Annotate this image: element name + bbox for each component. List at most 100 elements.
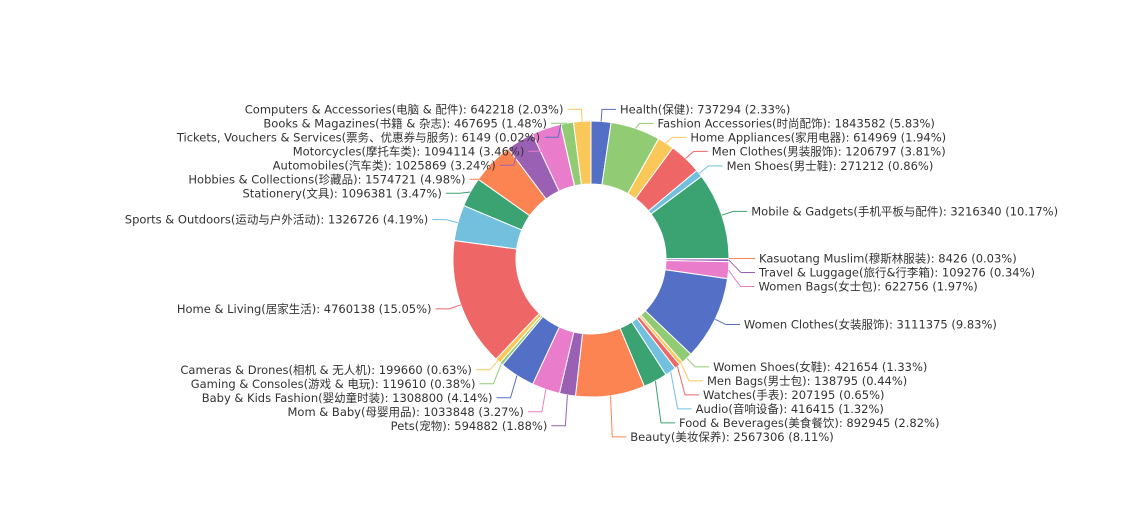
data-label: Women Clothes(女装服饰): 3111375 (9.83%) <box>744 317 997 331</box>
value-label: : 1033848 (3.27%) <box>416 404 524 418</box>
data-label: Men Clothes(男装服饰): 1206797 (3.81%) <box>712 144 946 158</box>
value-label: : 737294 (2.33%) <box>690 102 791 116</box>
category-name: Men Clothes(男装服饰) <box>712 144 838 158</box>
data-label: Gaming & Consoles(游戏 & 电玩): 119610 (0.38… <box>191 376 476 390</box>
data-label: Health(保健): 737294 (2.33%) <box>620 102 790 116</box>
category-name: Home Appliances(家用电器) <box>690 130 845 144</box>
category-name: Watches(手表) <box>703 387 784 401</box>
category-name: Automobiles(汽车类) <box>273 158 388 172</box>
value-label: : 207195 (0.65%) <box>784 387 885 401</box>
data-label: Mobile & Gadgets(手机平板与配件): 3216340 (10.1… <box>751 204 1058 218</box>
leader-line <box>722 211 747 215</box>
value-label: : 1206797 (3.81%) <box>838 144 946 158</box>
value-label: : 138795 (0.44%) <box>807 373 908 387</box>
category-name: Gaming & Consoles(游戏 & 电玩) <box>191 376 375 390</box>
data-label: Home Appliances(家用电器): 614969 (1.94%) <box>690 130 946 144</box>
data-label: Beauty(美妆保养): 2567306 (8.11%) <box>630 429 834 443</box>
category-name: Kasuotang Muslim(穆斯林服装) <box>759 251 931 265</box>
value-label: : 4760138 (15.05%) <box>316 301 431 315</box>
category-name: Men Shoes(男士鞋) <box>727 158 833 172</box>
leader-line <box>687 358 709 367</box>
category-name: Fashion Accessories(时尚配饰) <box>658 116 827 130</box>
category-name: Women Shoes(女鞋) <box>713 359 827 373</box>
leader-line <box>446 192 470 193</box>
data-label: Books & Magazines(书籍 & 杂志): 467695 (1.48… <box>263 116 547 130</box>
leader-line <box>611 396 627 437</box>
value-label: : 1308800 (4.14%) <box>385 390 493 404</box>
value-label: : 271212 (0.86%) <box>833 158 934 172</box>
leader-line <box>601 109 616 121</box>
category-name: Computers & Accessories(电脑 & 配件) <box>245 102 463 116</box>
value-label: : 1574721 (4.98%) <box>358 172 466 186</box>
leader-line <box>729 260 755 272</box>
category-name: Travel & Luggage(旅行&行李箱) <box>758 265 934 279</box>
data-label: Home & Living(居家生活): 4760138 (15.05%) <box>177 301 432 315</box>
category-name: Food & Beverages(美食餐饮) <box>679 415 839 429</box>
category-name: Men Bags(男士包) <box>707 373 807 387</box>
category-name: Mom & Baby(母婴用品) <box>287 404 415 418</box>
data-label: Women Shoes(女鞋): 421654 (1.33%) <box>713 359 927 373</box>
value-label: : 199660 (0.63%) <box>371 362 472 376</box>
data-label: Tickets, Vouchers & Services(票务、优惠券与服务):… <box>176 130 540 144</box>
value-label: : 2567306 (8.11%) <box>726 429 834 443</box>
value-label: : 3111375 (9.83%) <box>889 317 997 331</box>
data-label: Hobbies & Collections(珍藏品): 1574721 (4.9… <box>188 172 465 186</box>
value-label: : 416415 (1.32%) <box>783 401 884 415</box>
data-label: Pets(宠物): 594882 (1.88%) <box>391 418 548 432</box>
leader-line <box>479 364 501 384</box>
data-label: Women Bags(女士包): 622756 (1.97%) <box>759 279 978 293</box>
category-name: Sports & Outdoors(运动与户外活动) <box>125 212 321 226</box>
leader-line <box>655 381 675 423</box>
value-label: : 1326726 (4.19%) <box>320 212 428 226</box>
value-label: : 642218 (2.03%) <box>463 102 564 116</box>
leader-line <box>436 305 461 309</box>
leader-line <box>681 363 703 380</box>
category-name: Pets(宠物) <box>391 418 447 432</box>
leader-line <box>671 372 692 409</box>
value-label: : 3216340 (10.17%) <box>943 204 1058 218</box>
value-label: : 1843582 (5.83%) <box>827 116 935 130</box>
data-label: Men Bags(男士包): 138795 (0.44%) <box>707 373 907 387</box>
value-label: : 1025869 (3.24%) <box>388 158 496 172</box>
leader-line <box>432 220 458 223</box>
value-label: : 8426 (0.03%) <box>931 251 1017 265</box>
value-label: : 594882 (1.88%) <box>447 418 548 432</box>
data-label: Fashion Accessories(时尚配饰): 1843582 (5.83… <box>658 116 935 130</box>
leader-line <box>715 319 740 324</box>
category-name: Women Bags(女士包) <box>759 279 878 293</box>
leader-line <box>567 109 582 121</box>
category-name: Baby & Kids Fashion(婴幼童时装) <box>202 390 385 404</box>
value-label: : 1094114 (3.46%) <box>416 144 524 158</box>
data-label: Kasuotang Muslim(穆斯林服装): 8426 (0.03%) <box>759 251 1017 265</box>
data-label: Cameras & Drones(相机 & 无人机): 199660 (0.63… <box>180 362 471 376</box>
data-label: Sports & Outdoors(运动与户外活动): 1326726 (4.1… <box>125 212 428 226</box>
category-name: Hobbies & Collections(珍藏品) <box>188 172 357 186</box>
leader-line <box>636 123 654 128</box>
value-label: : 467695 (1.48%) <box>446 116 547 130</box>
data-label: Audio(音响设备): 416415 (1.32%) <box>696 401 884 415</box>
data-label: Motorcycles(摩托车类): 1094114 (3.46%) <box>293 144 525 158</box>
category-name: Audio(音响设备) <box>696 401 784 415</box>
category-name: Women Clothes(女装服饰) <box>744 317 889 331</box>
data-label: Food & Beverages(美食餐饮): 892945 (2.82%) <box>679 415 939 429</box>
leader-line <box>699 166 722 173</box>
data-label: Computers & Accessories(电脑 & 配件): 642218… <box>245 102 564 116</box>
leader-line <box>528 389 546 411</box>
leader-line <box>476 361 498 370</box>
leader-line <box>666 137 687 143</box>
category-name: Stationery(文具) <box>242 186 333 200</box>
data-label: Men Shoes(男士鞋): 271212 (0.86%) <box>727 158 934 172</box>
data-label: Baby & Kids Fashion(婴幼童时装): 1308800 (4.1… <box>202 390 493 404</box>
category-name: Beauty(美妆保养) <box>630 429 726 443</box>
data-label: Watches(手表): 207195 (0.65%) <box>703 387 884 401</box>
value-label: : 421654 (1.33%) <box>827 359 928 373</box>
value-label: : 614969 (1.94%) <box>846 130 947 144</box>
leader-line <box>686 151 708 158</box>
data-label: Stationery(文具): 1096381 (3.47%) <box>242 186 441 200</box>
category-name: Books & Magazines(书籍 & 杂志) <box>263 116 446 130</box>
value-label: : 892945 (2.82%) <box>839 415 940 429</box>
data-label: Automobiles(汽车类): 1025869 (3.24%) <box>273 158 496 172</box>
leader-line <box>497 375 517 397</box>
category-name: Cameras & Drones(相机 & 无人机) <box>180 362 371 376</box>
